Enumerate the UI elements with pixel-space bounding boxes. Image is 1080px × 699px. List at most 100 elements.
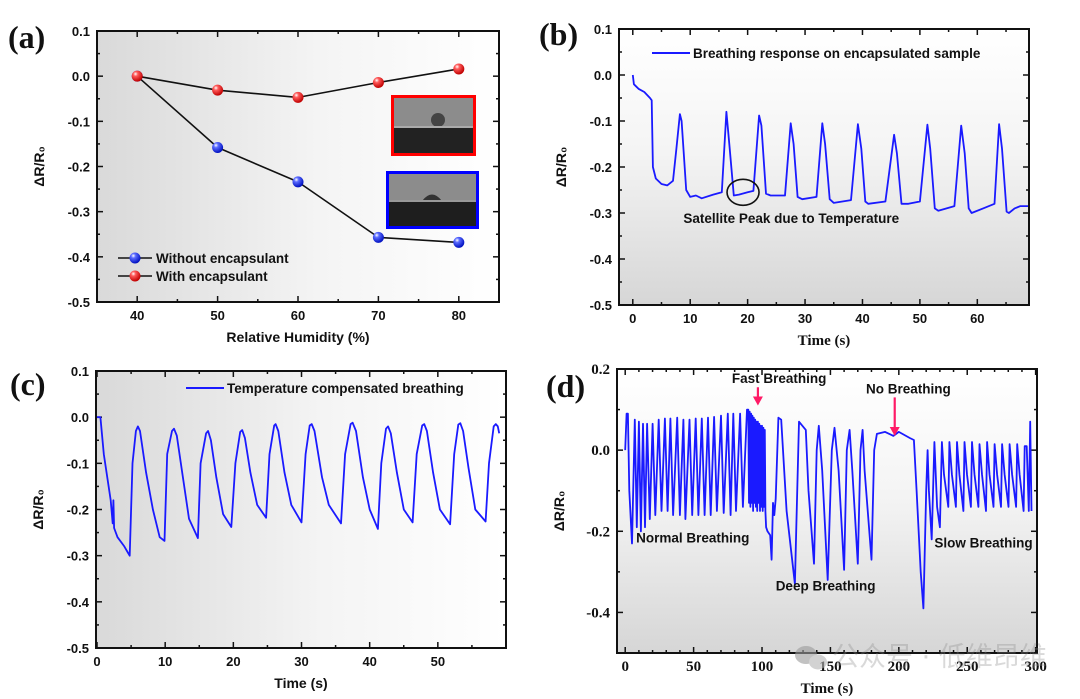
- y-tick-label: -0.3: [67, 549, 89, 564]
- panel-label: (c): [10, 366, 46, 402]
- legend-item: Without encapsulant: [118, 251, 289, 266]
- data-point: [453, 63, 465, 75]
- x-tick-label: 30: [294, 654, 308, 669]
- arrow-head-icon: [752, 396, 763, 406]
- y-tick-label: -0.5: [68, 295, 90, 310]
- panel-label: (d): [546, 368, 585, 404]
- data-point: [131, 70, 143, 82]
- y-axis-label: ΔR/R₀: [553, 147, 569, 187]
- data-point: [292, 91, 304, 103]
- data-point: [372, 231, 384, 243]
- annotation-text: Deep Breathing: [776, 579, 876, 594]
- plot-background: [97, 31, 499, 302]
- x-tick-label: 200: [888, 659, 911, 675]
- x-axis-label: Time (s): [798, 333, 851, 349]
- y-axis-label: ΔR/R₀: [31, 146, 47, 186]
- legend-label: Without encapsulant: [156, 251, 289, 266]
- panel-label: (a): [8, 19, 45, 55]
- annotation-text: Normal Breathing: [636, 531, 749, 546]
- series-line: [97, 416, 501, 557]
- x-tick-label: 10: [158, 654, 172, 669]
- panel-b: (b) 0 10 20 30 40 50 60 -0.5 -0.4 -0.3 -0.2 -0.1 0.0 0…: [539, 16, 1030, 349]
- x-tick-label: 100: [751, 659, 774, 675]
- x-tick-label: 40: [855, 311, 869, 326]
- data-point: [453, 236, 465, 248]
- x-axis-label: Time (s): [274, 675, 327, 691]
- legend-marker: [129, 270, 141, 282]
- legend-label: With encapsulant: [156, 269, 268, 284]
- x-tick-label: 60: [291, 308, 305, 323]
- y-tick-label: 0.0: [591, 443, 610, 459]
- wechat-icon: [795, 646, 827, 670]
- panel-d: (d)0 50 100 150 200 250 300-0.4-0.20.00.2Time …: [546, 362, 1047, 697]
- plot-frame: [96, 30, 500, 303]
- series-line: [624, 408, 1033, 610]
- x-tick-label: 0: [629, 311, 636, 326]
- y-tick-label: -0.2: [590, 160, 612, 175]
- y-tick-label: 0.1: [71, 364, 89, 379]
- plot-frame: [616, 368, 1038, 654]
- y-tick-label: -0.2: [586, 524, 610, 540]
- legend-label: Breathing response on encapsulated sampl…: [693, 46, 981, 61]
- y-tick-label: -0.4: [586, 605, 610, 621]
- panel-label: (b): [539, 16, 578, 52]
- plot-background: [617, 369, 1037, 653]
- y-tick-label: -0.3: [68, 205, 90, 220]
- annotation-text: No Breathing: [866, 382, 951, 397]
- y-tick-label: -0.4: [67, 595, 90, 610]
- legend-item: With encapsulant: [118, 269, 268, 284]
- panel-a: (a) 40 50 60 70 80 -0.5 -0.4 -0.3 -0.2 -0.1 0.0 0.1 R…: [8, 19, 500, 345]
- y-tick-label: -0.3: [590, 206, 612, 221]
- x-tick-label: 50: [210, 308, 224, 323]
- x-tick-label: 40: [130, 308, 144, 323]
- y-tick-label: -0.1: [67, 456, 89, 471]
- series-line: [631, 74, 1029, 214]
- x-tick-label: 50: [686, 659, 701, 675]
- legend-label: Temperature compensated breathing: [227, 381, 464, 396]
- y-axis-label: ΔR/R₀: [30, 489, 46, 529]
- annotation-text: Fast Breathing: [732, 371, 827, 386]
- x-axis-label: Relative Humidity (%): [226, 329, 369, 345]
- x-tick-label: 60: [970, 311, 984, 326]
- y-tick-label: -0.4: [590, 252, 613, 267]
- data-point: [372, 76, 384, 88]
- legend-item: Temperature compensated breathing: [186, 381, 464, 396]
- y-tick-label: -0.4: [68, 250, 91, 265]
- x-tick-label: 40: [362, 654, 376, 669]
- plot-frame: [618, 28, 1030, 306]
- inset-photo-without-encapsulation: [386, 171, 479, 229]
- y-tick-label: -0.1: [590, 114, 612, 129]
- arrow-head-icon: [889, 426, 900, 436]
- y-tick-label: -0.2: [67, 503, 89, 518]
- y-tick-label: 0.0: [594, 68, 612, 83]
- x-tick-label: 10: [683, 311, 697, 326]
- panel-c: (c) 0 10 20 30 40 50 -0.5 -0.4 -0.3 -0.2 -0.1 0.0 0.1…: [10, 364, 507, 691]
- y-axis-label: ΔR/R₀: [551, 491, 567, 531]
- inset-photo-with-encapsulation: [391, 95, 476, 156]
- x-tick-label: 30: [798, 311, 812, 326]
- y-tick-label: 0.1: [72, 24, 90, 39]
- legend-marker: [129, 252, 141, 264]
- x-tick-label: 300: [1024, 659, 1047, 675]
- data-point: [292, 176, 304, 188]
- x-tick-label: 20: [740, 311, 754, 326]
- data-point: [212, 142, 224, 154]
- y-tick-label: -0.5: [67, 641, 89, 656]
- plot-background: [619, 29, 1029, 305]
- annotation-circle: [726, 178, 760, 207]
- y-tick-label: 0.1: [594, 22, 612, 37]
- y-tick-label: -0.5: [590, 298, 612, 313]
- y-tick-label: -0.1: [68, 114, 90, 129]
- watermark-text: 公众号 · 低维昂维: [832, 642, 1047, 673]
- x-tick-label: 70: [371, 308, 385, 323]
- y-tick-label: 0.0: [71, 410, 89, 425]
- plot-background: [96, 371, 506, 648]
- y-tick-label: 0.2: [591, 362, 610, 378]
- x-tick-label: 250: [956, 659, 979, 675]
- legend-item: Breathing response on encapsulated sampl…: [652, 46, 981, 61]
- x-tick-label: 50: [431, 654, 445, 669]
- x-tick-label: 80: [452, 308, 466, 323]
- x-tick-label: 50: [913, 311, 927, 326]
- annotation-text: Satellite Peak due to Temperature: [683, 211, 899, 226]
